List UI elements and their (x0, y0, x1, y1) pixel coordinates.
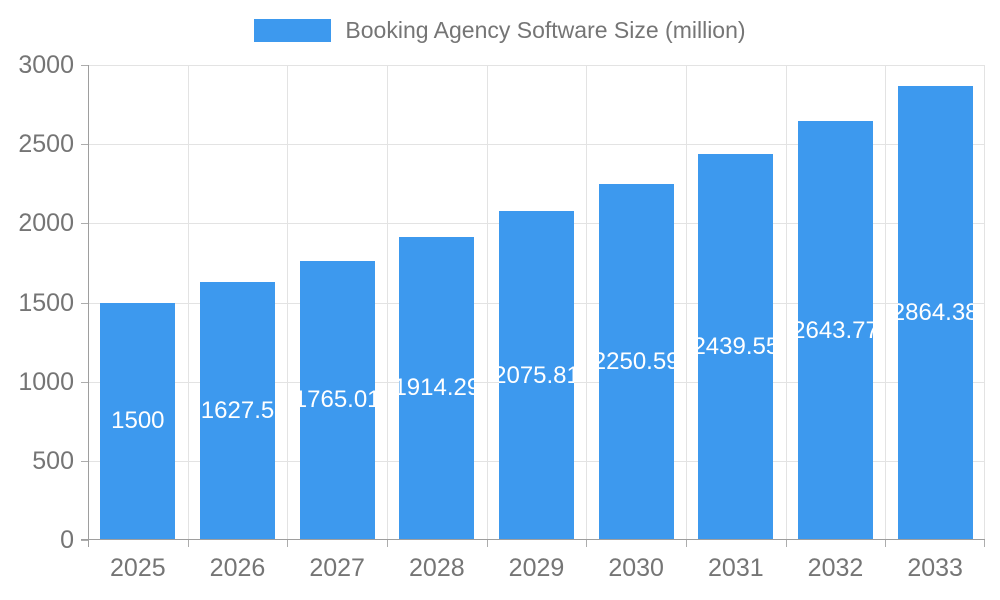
bar-value-label: 1914.29 (399, 374, 475, 402)
y-axis-tick (81, 540, 88, 541)
y-axis-tick (81, 144, 88, 146)
chart-legend[interactable]: Booking Agency Software Size (million) (0, 17, 1000, 44)
y-axis-line (88, 65, 89, 547)
y-axis-tick-label: 2000 (18, 209, 74, 238)
bar-value-label: 1500 (111, 407, 165, 435)
bar-2026: 1627.5 (200, 282, 275, 540)
bar-2030: 2250.59 (598, 183, 674, 540)
x-axis-line (81, 539, 985, 540)
y-axis-tick-label: 1500 (18, 288, 74, 317)
x-axis-tick-label: 2025 (110, 554, 166, 582)
y-axis-tick-label: 500 (32, 446, 74, 475)
bar-value-label: 2439.55 (698, 332, 774, 360)
y-axis-tick (81, 381, 88, 383)
bar-2033: 2864.38 (897, 86, 973, 540)
x-axis-tick (287, 540, 289, 547)
y-axis-tick-label: 0 (60, 526, 74, 554)
x-axis-tick (885, 540, 887, 547)
bar-2028: 1914.29 (399, 236, 475, 540)
x-axis-tick (686, 540, 687, 547)
legend-label: Booking Agency Software Size (million) (345, 17, 746, 43)
x-axis-tick-label: 2033 (907, 554, 963, 582)
x-axis-tick (984, 540, 985, 547)
gridline-horizontal (88, 144, 985, 146)
y-axis-tick-label: 3000 (18, 51, 74, 79)
x-axis-tick-label: 2027 (309, 554, 365, 582)
y-axis-tick (81, 223, 88, 225)
gridline-vertical (686, 65, 687, 540)
bar-2025: 1500 (100, 302, 176, 540)
x-axis-tick-label: 2026 (209, 554, 266, 582)
bar-2031: 2439.55 (698, 153, 774, 540)
y-axis-tick-label: 2500 (18, 130, 74, 159)
x-axis-tick (586, 540, 588, 547)
gridline-horizontal (88, 65, 985, 66)
x-axis-tick (387, 540, 388, 547)
x-axis-tick-label: 2031 (708, 554, 764, 582)
gridline-vertical (984, 65, 985, 540)
y-axis-tick (81, 65, 88, 66)
gridline-vertical (486, 65, 488, 540)
x-axis-tick-label: 2028 (409, 554, 465, 582)
x-axis-tick (785, 540, 787, 547)
gridline-vertical (187, 65, 189, 540)
y-axis-tick (81, 302, 88, 304)
bar-value-label: 2643.77 (798, 316, 873, 344)
bar-value-label: 2075.81 (499, 361, 574, 389)
x-axis-tick-label: 2032 (807, 554, 864, 582)
bar-value-label: 2250.59 (598, 347, 674, 375)
gridline-vertical (785, 65, 787, 540)
plot-area: 1500 1627.5 1765.01 1914.29 2075.81 2250.59 24… (18, 51, 985, 582)
bar-2032: 2643.77 (798, 121, 873, 540)
x-axis-tick (486, 540, 488, 547)
gridline-vertical (287, 65, 289, 540)
bar-2029: 2075.81 (499, 211, 574, 540)
y-axis-tick-label: 1000 (18, 367, 74, 396)
bar-value-label: 1765.01 (299, 386, 375, 414)
x-axis-tick (187, 540, 189, 547)
gridline-vertical (885, 65, 887, 540)
gridline-vertical (387, 65, 388, 540)
x-axis-tick-label: 2030 (608, 554, 664, 582)
bar-value-label: 2864.38 (897, 299, 973, 327)
gridline-vertical (586, 65, 588, 540)
x-axis-tick-label: 2029 (508, 554, 565, 582)
legend-swatch (254, 19, 332, 42)
y-axis-tick (81, 460, 88, 462)
bar-value-label: 1627.5 (200, 397, 275, 425)
bar-2027: 1765.01 (299, 260, 375, 540)
